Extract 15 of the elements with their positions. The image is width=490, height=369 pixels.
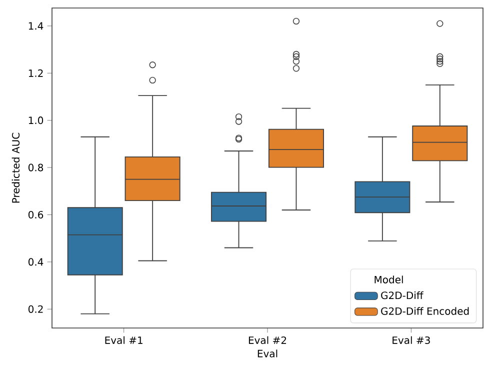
y-tick-label: 0.4 bbox=[28, 258, 44, 266]
y-axis-title: Predicted AUC bbox=[12, 132, 20, 203]
y-tick-label: 1.2 bbox=[28, 69, 43, 77]
x-tick-label: Eval #1 bbox=[105, 336, 142, 344]
legend-label: G2D-Diff Encoded bbox=[381, 307, 469, 315]
y-tick-label: 1.0 bbox=[28, 116, 44, 124]
x-tick-label: Eval #3 bbox=[392, 336, 430, 344]
x-axis-title: Eval bbox=[258, 350, 278, 358]
y-tick-label: 0.2 bbox=[28, 305, 43, 313]
x-tick-label: Eval #2 bbox=[248, 336, 286, 344]
y-tick-label: 1.4 bbox=[28, 22, 44, 30]
y-tick-label: 0.6 bbox=[28, 210, 44, 219]
legend-title: Model bbox=[374, 276, 403, 284]
legend-label: G2D-Diff bbox=[381, 291, 424, 300]
y-tick-label: 0.8 bbox=[28, 164, 44, 172]
